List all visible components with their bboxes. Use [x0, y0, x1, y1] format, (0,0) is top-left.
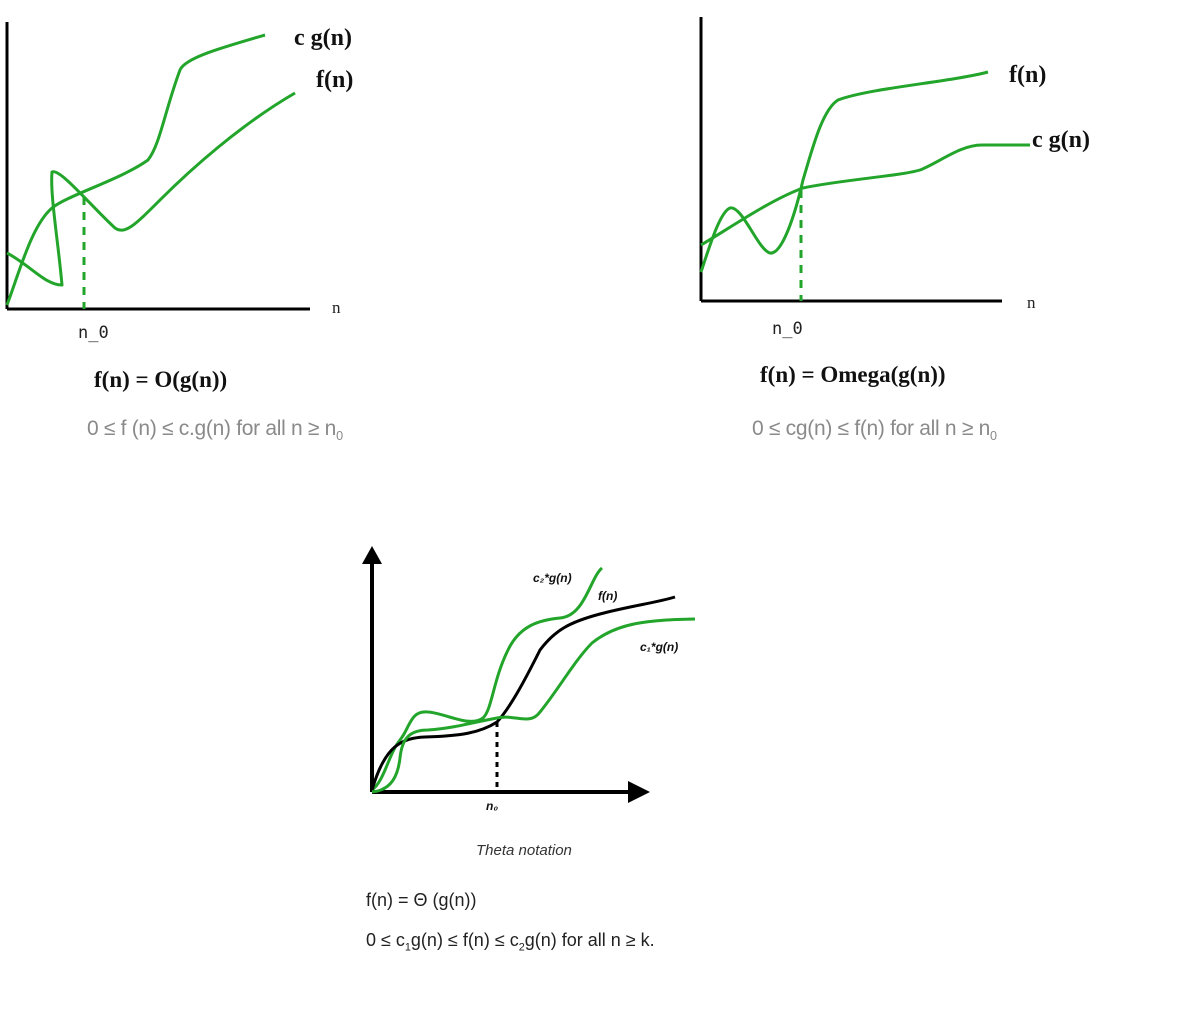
big-o-f-curve	[6, 91, 296, 287]
theta-n0-label: n₀	[486, 799, 499, 813]
omega-f-label: f(n)	[1009, 62, 1047, 88]
omega-n0-label: n_0	[772, 319, 803, 339]
omega-f-curve	[699, 70, 989, 273]
omega-cg-label: c g(n)	[1032, 127, 1090, 153]
theta-x-arrowhead	[628, 781, 650, 803]
theta-c2g-curve	[370, 566, 604, 792]
big-o-cg-curve	[5, 33, 266, 306]
big-o-f-label: f(n)	[316, 67, 354, 93]
big-o-x-axis-label: n	[332, 298, 341, 317]
big-o-cg-label: c g(n)	[294, 25, 352, 51]
theta-inequality: 0 ≤ c1g(n) ≤ f(n) ≤ c2g(n) for all n ≥ k…	[366, 930, 655, 954]
theta-definition: f(n) = Θ (g(n))	[366, 890, 477, 910]
omega-diagram	[699, 17, 1030, 303]
omega-formula: 0 ≤ cg(n) ≤ f(n) for all n ≥ n0	[752, 417, 997, 444]
theta-caption: Theta notation	[476, 842, 572, 859]
omega-x-axis-label: n	[1027, 293, 1036, 312]
theta-f-label: f(n)	[598, 589, 618, 603]
theta-y-arrowhead	[362, 546, 382, 564]
omega-title: f(n) = Omega(g(n))	[760, 362, 946, 387]
big-o-n0-label: n_0	[78, 323, 109, 343]
omega-cg-curve	[700, 143, 1030, 247]
theta-diagram	[362, 546, 696, 803]
big-o-title: f(n) = O(g(n))	[94, 367, 228, 392]
theta-c1g-curve	[371, 617, 696, 794]
big-o-diagram	[5, 22, 310, 311]
theta-c1g-label: c₁*g(n)	[640, 640, 679, 654]
theta-c2g-label: c₂*g(n)	[533, 571, 572, 585]
theta-f-curve	[370, 595, 676, 791]
big-o-formula: 0 ≤ f (n) ≤ c.g(n) for all n ≥ n0	[87, 417, 343, 444]
